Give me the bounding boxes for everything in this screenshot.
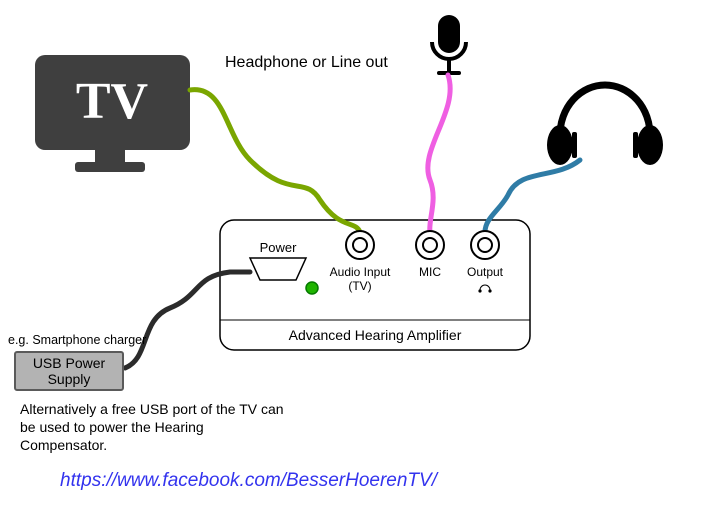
svg-text:(TV): (TV)	[348, 279, 371, 293]
power-socket	[250, 258, 306, 280]
svg-text:USB Power: USB Power	[33, 355, 106, 371]
power-label: Power	[260, 240, 298, 255]
footnote: Alternatively a free USB port of the TV …	[20, 400, 400, 455]
headphones-icon	[547, 85, 663, 165]
headphone-out-label: Headphone or Line out	[225, 54, 388, 72]
url-link[interactable]: https://www.facebook.com/BesserHoerenTV/	[60, 470, 437, 492]
svg-text:Supply: Supply	[48, 371, 91, 387]
cable-mic	[428, 75, 450, 232]
power-led	[306, 282, 318, 294]
usb-power-supply: USB Power Supply	[15, 352, 123, 390]
amplifier-title: Advanced Hearing Amplifier	[289, 327, 462, 343]
microphone-icon	[432, 15, 466, 75]
svg-text:Output: Output	[467, 265, 504, 279]
tv-icon: TV	[35, 55, 190, 172]
usb-pre-label: e.g. Smartphone charger	[8, 333, 146, 347]
mic-jack: MIC	[416, 231, 444, 279]
svg-text:MIC: MIC	[419, 265, 441, 279]
tv-label: TV	[76, 73, 148, 130]
cable-tv-audio	[190, 90, 360, 232]
svg-text:Audio Input: Audio Input	[330, 265, 391, 279]
